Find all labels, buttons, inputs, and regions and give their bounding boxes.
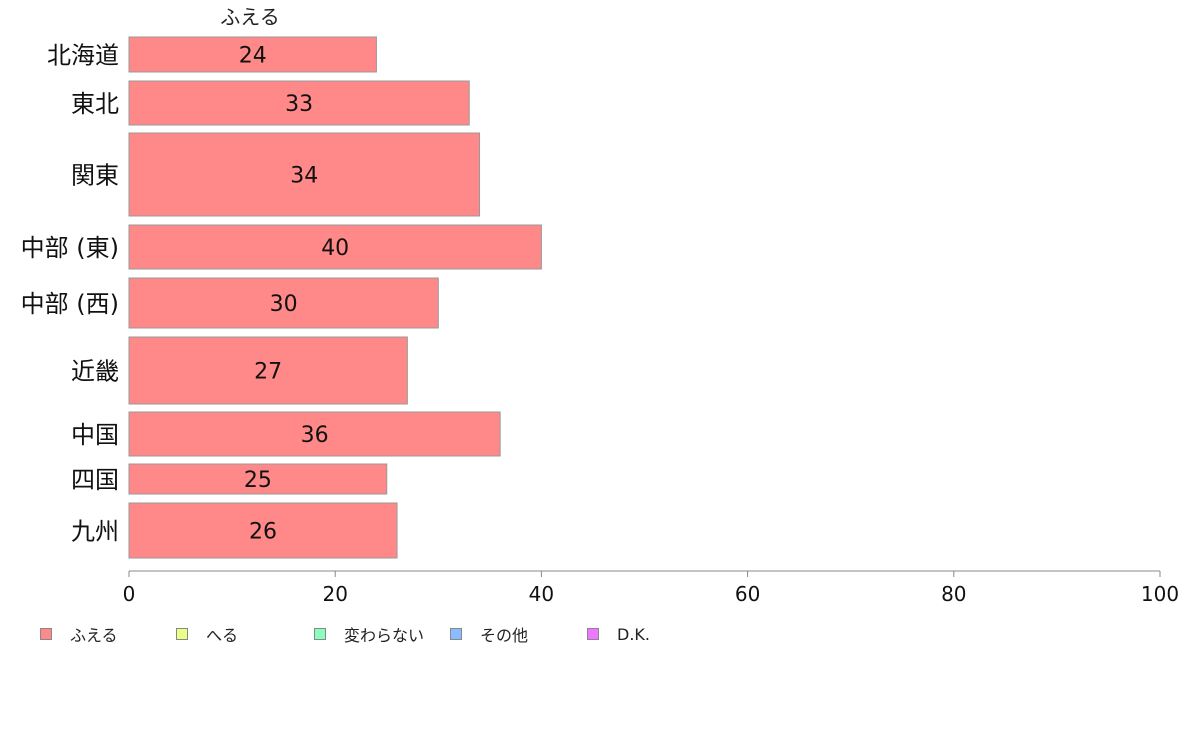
category-label: 中部 (東) (21, 234, 119, 262)
category-label: 北海道 (47, 42, 119, 70)
legend-item-heru: へる (176, 624, 239, 645)
category-label: 四国 (71, 466, 119, 494)
legend-item-fueru: ふえる (40, 624, 118, 645)
bar (128, 277, 439, 329)
bar (128, 463, 388, 495)
legend-label: D.K. (617, 624, 650, 644)
x-tick-label: 0 (123, 582, 136, 606)
bar (128, 502, 398, 559)
x-tick-label: 100 (1141, 582, 1179, 606)
legend-item-kawaranai: 変わらない (314, 624, 425, 645)
bar (128, 36, 377, 73)
legend-swatch (40, 628, 52, 640)
legend-item-sonota: その他 (450, 624, 529, 645)
legend-label: その他 (480, 626, 529, 645)
bar-value-label: 34 (290, 164, 318, 189)
category-label: 東北 (71, 90, 119, 118)
x-tick-label: 20 (322, 582, 347, 606)
legend-swatch (450, 628, 462, 640)
x-tick-label: 60 (735, 582, 760, 606)
bar-value-label: 36 (301, 423, 329, 448)
bar (128, 336, 408, 405)
x-tick-label: 40 (529, 582, 554, 606)
legend-label: へる (206, 626, 239, 645)
bar-chart: ふえる 24 北海道 33 東北 34 関東 40 中部 (東) 30 中部 (西) 27 近畿 36 中… (21, 5, 1179, 606)
legend-swatch (587, 628, 599, 640)
bar-value-label: 33 (285, 92, 313, 117)
legend-label: ふえる (70, 626, 118, 645)
bar-value-label: 27 (254, 360, 282, 385)
legend-label: 変わらない (344, 626, 425, 645)
legend-swatch (176, 628, 188, 640)
bar-value-label: 40 (321, 236, 349, 261)
legend-item-dk: D.K. (587, 624, 650, 644)
category-label: 関東 (71, 162, 119, 190)
bar (128, 411, 501, 457)
category-label: 九州 (71, 518, 119, 546)
bar-value-label: 30 (270, 292, 298, 317)
chart-title: ふえる (220, 5, 279, 29)
category-label: 中部 (西) (21, 290, 119, 318)
category-label: 近畿 (71, 358, 119, 386)
legend-swatch (314, 628, 326, 640)
bar (128, 80, 470, 126)
bar-value-label: 25 (244, 468, 272, 493)
bar (128, 132, 481, 217)
bar-value-label: 26 (249, 520, 277, 545)
bar (128, 224, 542, 270)
bar-value-label: 24 (239, 44, 267, 69)
x-tick-label: 80 (941, 582, 966, 606)
category-label: 中国 (71, 421, 119, 449)
